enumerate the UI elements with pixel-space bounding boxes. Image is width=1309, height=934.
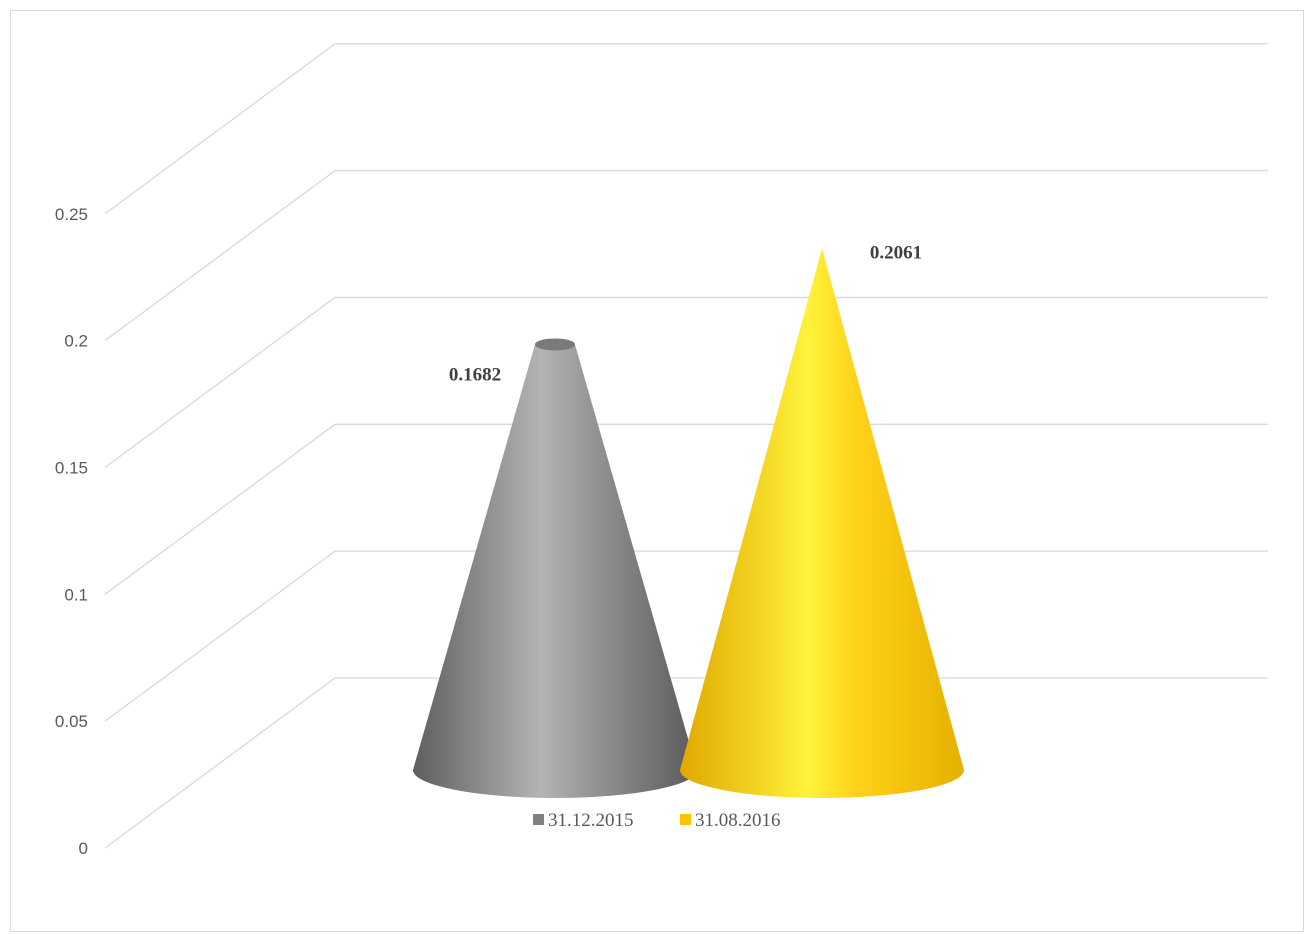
gridline-side: [104, 170, 336, 342]
gridline-side: [104, 677, 336, 849]
y-tick-label: 0.1: [64, 585, 88, 604]
data-label: 0.1682: [449, 364, 501, 385]
gridline-side: [104, 423, 336, 595]
gridlines: [104, 43, 1268, 849]
y-tick-label: 0.25: [55, 205, 88, 224]
cone-31.12.2015: [413, 338, 697, 798]
y-tick-label: 0.2: [64, 332, 88, 351]
gridline-side: [104, 550, 336, 722]
cones: [413, 248, 964, 798]
legend-swatch: [680, 814, 691, 825]
cone-body: [680, 248, 964, 798]
data-label: 0.2061: [870, 243, 922, 264]
legend: 31.12.2015 31.08.2016: [533, 810, 781, 831]
cone-31.08.2016: [680, 248, 964, 798]
data-labels: 0.1682 0.2061: [449, 243, 922, 386]
y-axis-ticks: 0 0.05 0.1 0.15 0.2 0.25: [55, 205, 88, 858]
y-tick-label: 0: [79, 839, 88, 858]
gridline-side: [104, 296, 336, 468]
legend-swatch: [533, 814, 544, 825]
legend-label: 31.12.2015: [548, 810, 634, 831]
gridline-side: [104, 43, 336, 215]
cone-top: [535, 338, 575, 351]
y-tick-label: 0.05: [55, 712, 88, 731]
y-tick-label: 0.15: [55, 458, 88, 477]
cone-body: [413, 344, 697, 798]
legend-label: 31.08.2016: [695, 810, 781, 831]
